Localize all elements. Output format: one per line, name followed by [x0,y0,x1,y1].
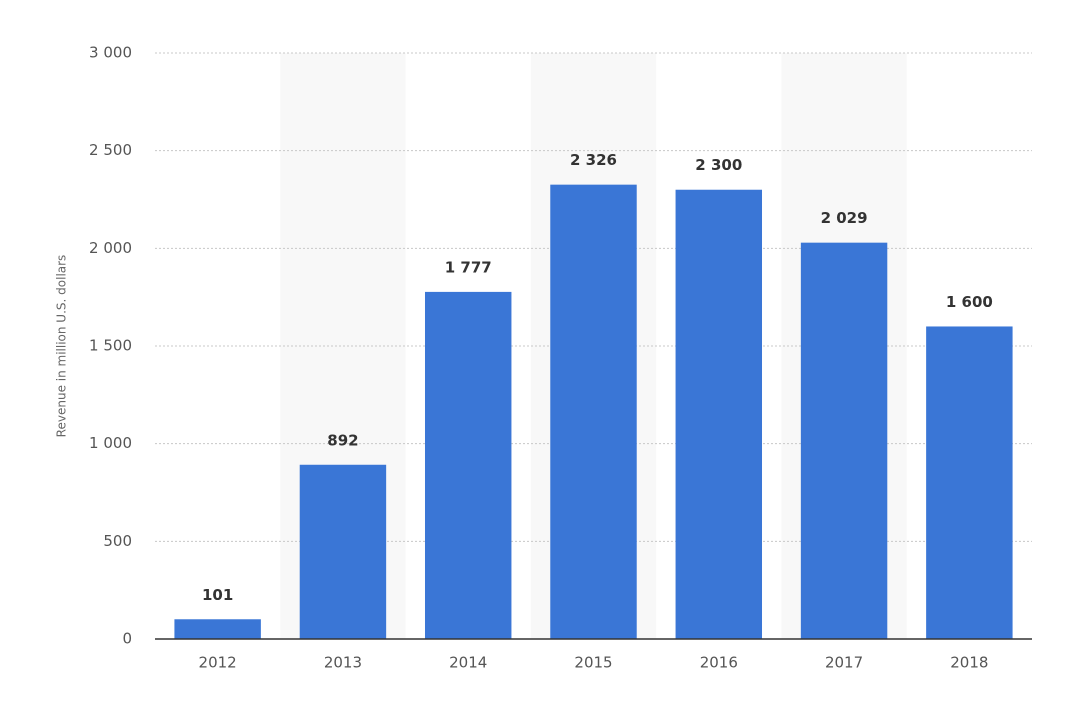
bar [926,326,1013,639]
y-tick-label: 0 [122,630,132,648]
x-tick-label: 2016 [700,654,738,672]
x-tick-label: 2013 [324,654,362,672]
value-label: 101 [202,586,233,604]
value-label: 2 326 [570,151,617,169]
bar [550,184,637,639]
y-tick-label: 1 500 [89,337,132,355]
bar [675,189,763,639]
x-tick-label: 2017 [825,654,863,672]
x-tick-label: 2012 [199,654,237,672]
bar [800,242,888,639]
y-tick-label: 3 000 [89,44,132,62]
bar [299,464,387,639]
bar [424,291,512,639]
y-tick-label: 500 [103,532,132,550]
x-tick-label: 2014 [449,654,487,672]
value-label: 2 300 [695,156,742,174]
bar [174,619,261,639]
x-tick-label: 2018 [950,654,988,672]
value-label: 1 600 [946,293,993,311]
y-tick-label: 2 500 [89,141,132,159]
value-label: 892 [327,431,358,449]
x-tick-label: 2015 [574,654,612,672]
y-tick-label: 1 000 [89,434,132,452]
y-axis-label: Revenue in million U.S. dollars [55,255,69,438]
value-label: 2 029 [821,209,868,227]
y-tick-label: 2 000 [89,239,132,257]
value-label: 1 777 [445,258,492,276]
